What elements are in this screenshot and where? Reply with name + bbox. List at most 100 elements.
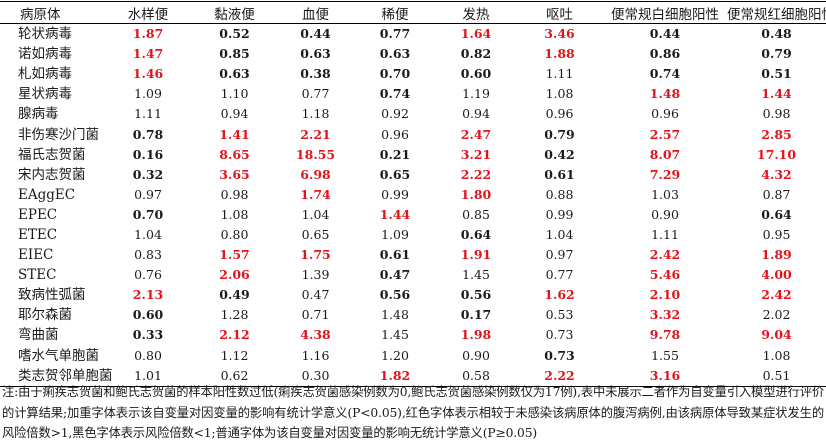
table-cell: 1.28 [220,307,249,323]
table-cell: 0.60 [460,66,492,82]
table-cell: 0.61 [544,166,575,182]
table-cell: 1.48 [381,307,409,323]
table-cell: 9.04 [761,327,792,343]
table-cell: 0.85 [462,206,490,222]
table-cell: 1.55 [651,347,679,363]
table-cell: 1.47 [132,46,164,62]
table-cell: 0.52 [219,26,250,42]
table-cell: 9.78 [649,327,681,343]
table-cell: 3.16 [649,367,681,383]
table-cell: 2.13 [132,287,164,303]
pathogen-name: 宋内志贺菌 [18,166,86,183]
table-cell: 17.10 [756,146,797,162]
table-cell: 1.64 [460,26,492,42]
table-cell: 0.32 [132,166,164,182]
table-cell: 0.85 [219,46,250,62]
table-cell: 0.96 [651,106,679,122]
table-cell: 0.47 [379,267,411,283]
pathogen-name: 福氏志贺菌 [18,146,86,163]
pathogen-name: EIEC [18,247,54,264]
table-cell: 1.16 [301,347,330,363]
pathogen-name: ETEC [18,226,58,243]
table-cell: 0.99 [545,206,574,222]
table-cell: 0.71 [301,307,330,323]
table-cell: 1.10 [220,86,249,102]
pathogen-name: 轮状病毒 [18,26,72,43]
table-cell: 0.65 [379,166,411,182]
table-cell: 0.51 [762,367,791,383]
table-cell: 0.88 [545,186,574,202]
table-cell: 0.96 [545,106,574,122]
table-cell: 1.98 [460,327,492,343]
pathogen-name: EPEC [18,206,58,223]
table-cell: 1.20 [381,347,409,363]
table-cell: 0.21 [379,146,411,162]
table-cell: 0.58 [462,367,490,383]
table-cell: 3.21 [460,146,492,162]
table-row: 弯曲菌 0.33 2.12 4.38 1.45 1.98 0.73 9.78 9.04 [0,325,826,345]
pathogen-name: 非伤寒沙门菌 [18,126,99,143]
table-cell: 0.98 [762,106,791,122]
table-cell: 1.45 [381,327,409,343]
table-cell: 1.12 [220,347,249,363]
table-cell: 0.64 [761,206,792,222]
table-header-row: 病原体 水样便 黏液便 血便 稀便 发热 呕吐 便常规白细胞阳性 便常规红细胞阳… [0,1,826,24]
table-row: EAggEC 0.97 0.98 1.74 0.99 1.80 0.88 1.03 0.87 [0,185,826,205]
pathogen-name: STEC [18,267,57,284]
table-cell: 0.80 [220,226,249,242]
table-cell: 1.91 [460,247,492,263]
table-cell: 0.64 [460,226,492,242]
table-cell: 0.86 [649,46,681,62]
table-cell: 1.45 [462,267,490,283]
table-cell: 0.99 [381,186,409,202]
table-cell: 0.90 [651,206,679,222]
risk-ratio-table: 病原体 水样便 黏液便 血便 稀便 发热 呕吐 便常规白细胞阳性 便常规红细胞阳… [0,1,826,387]
table-cell: 3.65 [219,166,250,182]
table-cell: 0.76 [134,267,162,283]
table-cell: 1.41 [219,126,250,142]
table-cell: 0.30 [301,367,330,383]
table-cell: 0.70 [132,206,164,222]
table-cell: 0.49 [219,287,250,303]
table-cell: 1.11 [134,106,162,122]
table-cell: 1.09 [134,86,162,102]
table-cell: 0.96 [381,126,409,142]
table-cell: 0.47 [301,287,330,303]
table-cell: 0.97 [134,186,162,202]
table-cell: 4.38 [300,327,331,343]
table-cell: 0.33 [132,327,164,343]
table-cell: 0.63 [219,66,250,82]
table-cell: 0.51 [761,66,792,82]
header-loose-stool: 稀便 [381,6,409,23]
header-fever: 发热 [462,6,490,23]
table-cell: 0.73 [544,347,575,363]
table-cell: 1.82 [379,367,411,383]
table-cell: 0.92 [381,106,409,122]
table-cell: 1.44 [379,206,411,222]
table-footnote: 注:由于痢疾志贺菌和鲍氏志贺菌的样本阳性数过低(痢疾志贺菌感染例数为0,鲍氏志贺… [2,385,824,440]
table-cell: 0.77 [379,26,411,42]
table-cell: 1.80 [460,186,492,202]
table-cell: 0.87 [762,186,791,202]
table-cell: 3.32 [649,307,681,323]
table-cell: 0.74 [379,86,411,102]
table-cell: 0.97 [545,247,574,263]
table-row: 非伤寒沙门菌 0.78 1.41 2.21 0.96 2.47 0.79 2.57 2.85 [0,124,826,144]
table-cell: 0.77 [301,86,330,102]
table-cell: 0.44 [300,26,331,42]
header-watery-stool: 水样便 [127,6,169,23]
table-cell: 0.70 [379,66,411,82]
table-cell: 2.10 [649,287,681,303]
table-cell: 0.44 [649,26,681,42]
table-cell: 0.48 [761,26,792,42]
header-pathogen: 病原体 [20,6,61,23]
pathogen-name: 札如病毒 [18,66,72,83]
table-cell: 1.46 [132,66,164,82]
table-cell: 0.83 [134,247,162,263]
table-cell: 0.95 [762,226,791,242]
table-row: 宋内志贺菌 0.32 3.65 6.98 0.65 2.22 0.61 7.29 4.32 [0,165,826,185]
table-cell: 2.85 [761,126,792,142]
table-cell: 1.57 [219,247,250,263]
table-cell: 8.07 [649,146,681,162]
table-row: 札如病毒 1.46 0.63 0.38 0.70 0.60 1.11 0.74 0.51 [0,64,826,84]
